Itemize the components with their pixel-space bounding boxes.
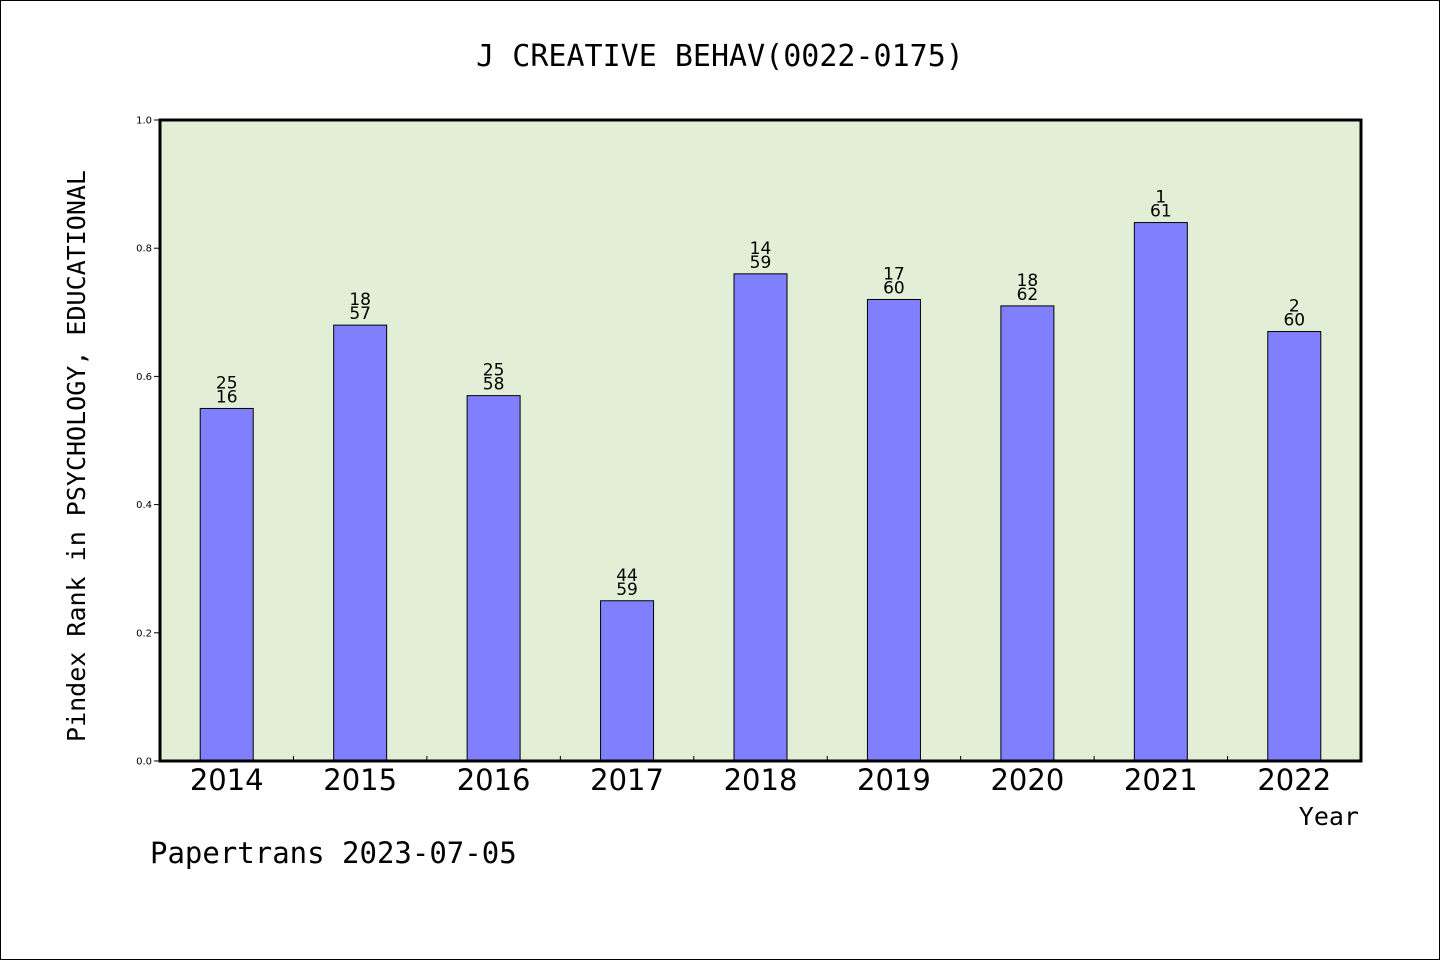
data-label-total: 59 [750,253,772,273]
chart-title: J CREATIVE BEHAV(0022-0175) [476,39,964,74]
data-label-rank: 25 [483,361,505,381]
x-axis: 2014 2015 2016 2017 2018 2019 2020 2021 2022 [190,756,1331,797]
x-tick-label: 2015 [323,763,397,797]
data-label-rank: 18 [1017,271,1039,291]
data-label-rank: 17 [883,264,905,284]
bar-2021 [1133,222,1188,762]
y-tick-label: 0.4 [136,500,152,511]
bar-2016 [466,395,521,762]
bars [199,222,1322,762]
y-tick-label: 0.8 [136,244,152,255]
y-tick-label: 0.6 [136,372,152,383]
y-tick-label: 0.2 [136,628,152,639]
x-tick-label: 2016 [457,763,531,797]
x-tick-label: 2022 [1257,763,1331,797]
bar-2014 [199,407,254,762]
bar-2017 [600,600,655,762]
x-tick-label: 2020 [990,763,1064,797]
data-label-rank: 25 [216,373,238,393]
y-tick-label: 1.0 [136,116,152,127]
bar-2020 [1000,305,1055,762]
y-axis-label: Pindex Rank in PSYCHOLOGY, EDUCATIONAL [62,170,91,742]
x-axis-label: Year [1299,802,1359,831]
data-label-rank: 2 [1289,297,1300,317]
y-axis: 0.0 0.2 0.4 0.6 0.8 1.0 [136,116,160,768]
bar-2022 [1267,331,1322,762]
data-label-total: 60 [1283,311,1305,331]
data-label-total: 62 [1017,285,1039,305]
data-label-rank: 44 [616,566,638,586]
x-tick-label: 2014 [190,763,264,797]
data-label-total: 60 [883,278,905,298]
bar-2015 [333,324,388,762]
x-tick-label: 2021 [1124,763,1198,797]
x-tick-label: 2018 [724,763,798,797]
data-label-total: 16 [216,387,238,407]
data-label-total: 58 [483,375,505,395]
data-label-rank: 18 [349,290,371,310]
data-label-total: 59 [616,580,638,600]
footer-credit: Papertrans 2023-07-05 [150,836,517,870]
x-tick-label: 2017 [590,763,664,797]
y-tick-label: 0.0 [136,757,152,768]
data-label-total: 57 [349,304,371,324]
data-label-total: 61 [1150,202,1172,222]
bar-2019 [866,298,921,762]
plot-border [158,118,1363,763]
data-label-rank: 14 [750,239,772,259]
x-tick-label: 2019 [857,763,931,797]
bar-2018 [733,273,788,762]
data-label-rank: 1 [1155,188,1166,208]
